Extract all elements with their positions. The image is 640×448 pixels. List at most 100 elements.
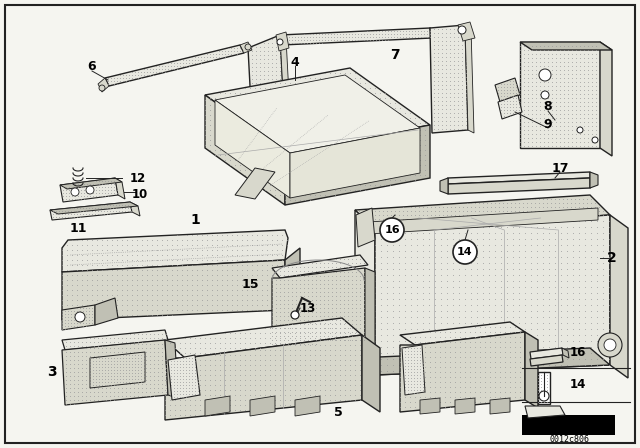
Point [370,241,380,249]
Point [200,376,210,383]
Point [458,207,468,215]
Point [319,304,329,311]
Point [430,349,440,357]
Point [127,372,137,379]
Point [355,166,365,173]
Point [190,387,200,394]
Point [237,267,247,274]
Point [385,99,395,107]
Point [102,237,112,244]
Point [87,311,97,319]
Point [554,195,564,202]
Point [245,151,255,159]
Point [319,259,329,267]
Point [175,62,185,69]
Point [215,387,225,394]
Point [160,69,170,76]
Point [283,336,293,344]
Point [291,316,301,323]
Point [251,60,261,67]
Point [85,190,95,197]
Point [94,370,104,377]
Point [407,34,417,41]
Point [280,166,290,173]
Point [591,90,601,98]
Point [604,241,614,249]
Point [415,126,425,134]
Point [594,203,604,211]
Point [539,110,549,117]
Point [250,161,260,168]
Point [390,146,400,154]
Point [255,406,265,414]
Point [420,363,430,370]
Point [370,319,380,327]
Point [558,199,568,207]
Point [152,276,162,284]
Point [217,237,227,244]
Point [117,246,127,254]
Point [101,353,111,360]
Point [470,220,480,227]
Point [559,90,569,98]
Point [91,360,101,367]
Point [70,192,80,199]
Point [285,392,295,399]
Point [267,60,277,67]
Point [538,199,548,207]
Point [587,78,597,86]
Point [78,319,88,327]
Point [136,69,146,76]
Circle shape [291,311,299,319]
Point [280,109,290,116]
Point [425,27,435,34]
Point [290,166,300,173]
Point [315,320,325,327]
Point [57,323,67,330]
Point [535,90,545,98]
Polygon shape [420,398,440,414]
Point [310,74,320,82]
Point [466,319,476,327]
Point [172,302,182,309]
Point [445,117,455,125]
Point [555,142,565,150]
Point [109,376,119,383]
Point [255,135,265,142]
Point [502,224,512,231]
Point [137,311,147,319]
Point [141,353,151,360]
Point [587,110,597,117]
Point [77,251,87,258]
Point [160,362,170,369]
Point [543,107,553,114]
Point [72,237,82,244]
Point [440,393,450,401]
Point [259,64,269,71]
Point [505,338,515,345]
Point [551,86,561,94]
Point [217,262,227,269]
Point [514,289,524,297]
Point [568,337,578,345]
Point [482,199,492,207]
Point [378,207,388,215]
Point [508,271,518,279]
Point [556,247,566,254]
Point [574,277,584,284]
Point [398,27,408,34]
Point [437,82,447,89]
Point [145,364,155,371]
Point [177,246,187,254]
Point [279,316,289,323]
Point [121,376,131,383]
Point [484,289,494,297]
Point [466,349,476,357]
Point [327,289,337,296]
Point [124,74,134,82]
Point [418,224,428,231]
Point [400,271,410,279]
Point [365,27,375,34]
Point [425,349,435,356]
Point [87,291,97,298]
